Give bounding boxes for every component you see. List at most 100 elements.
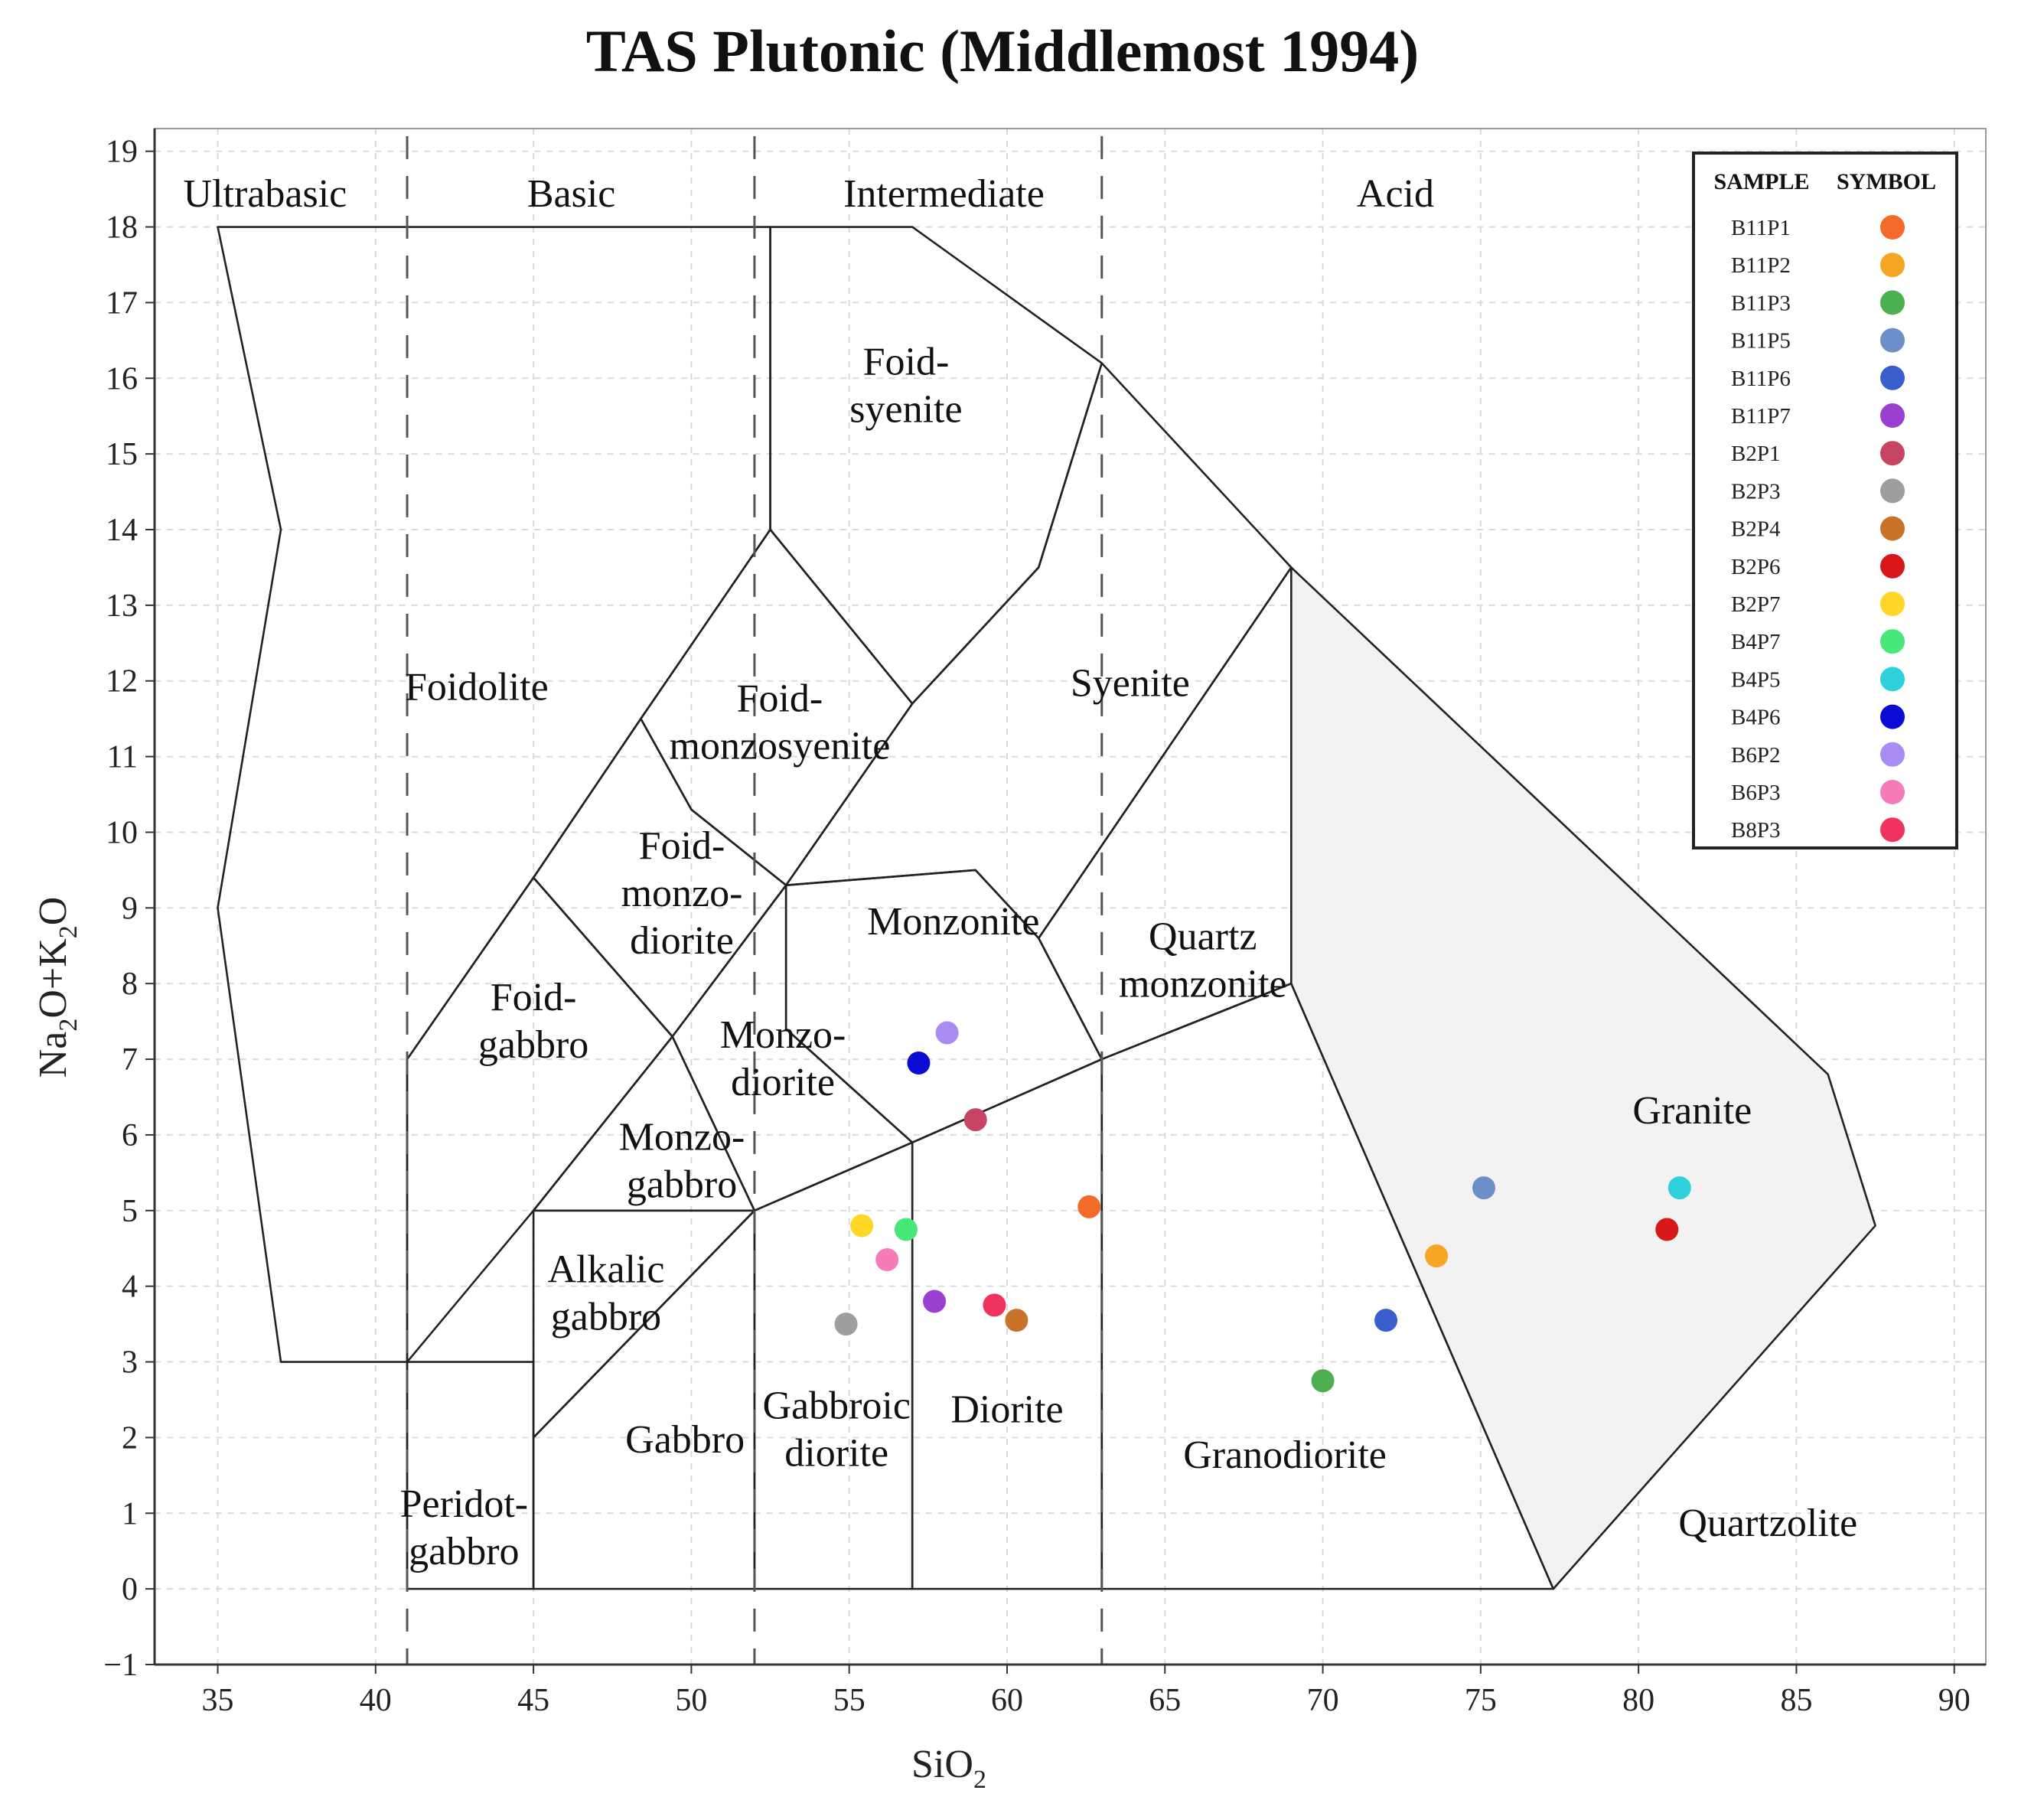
legend-marker bbox=[1880, 328, 1905, 353]
region-label-line: Gabbroic bbox=[762, 1384, 910, 1428]
region-label: Monzonite bbox=[867, 900, 1039, 944]
legend-header-sample: SAMPLE bbox=[1713, 169, 1809, 194]
point-b11p6 bbox=[1374, 1309, 1398, 1332]
y-tick-label: 13 bbox=[106, 589, 138, 624]
region-label: Foid-monzosyenite bbox=[670, 677, 891, 768]
legend-label: B11P2 bbox=[1731, 253, 1791, 278]
x-tick-label: 45 bbox=[517, 1683, 549, 1718]
region-label-line: Gabbro bbox=[625, 1418, 745, 1462]
region-label: Quartzolite bbox=[1678, 1502, 1857, 1545]
legend-label: B11P7 bbox=[1731, 404, 1791, 429]
x-axis-label-main: SiO bbox=[911, 1743, 973, 1786]
region-label-line: Foid- bbox=[639, 824, 725, 868]
legend-marker bbox=[1880, 667, 1905, 692]
y-tick-label: 4 bbox=[122, 1270, 138, 1305]
legend-label: B2P3 bbox=[1731, 479, 1780, 504]
point-b2p1 bbox=[963, 1108, 987, 1132]
field-gabbroic-diorite bbox=[753, 1141, 914, 1590]
point-b6p2 bbox=[935, 1021, 959, 1045]
region-label: Syenite bbox=[1071, 662, 1190, 706]
region-label: Quartz monzonite bbox=[1119, 915, 1287, 1006]
legend-marker bbox=[1880, 742, 1905, 767]
point-b2p6 bbox=[1655, 1218, 1679, 1241]
point-b4p6 bbox=[907, 1052, 931, 1075]
region-label-line: Diorite bbox=[950, 1388, 1063, 1432]
data-points bbox=[834, 1021, 1691, 1393]
y-tick-label: 18 bbox=[106, 210, 138, 246]
region-label-line: Quartzolite bbox=[1678, 1502, 1857, 1545]
region-label-line: diorite bbox=[630, 919, 734, 963]
region-label-line: monzosyenite bbox=[670, 724, 891, 768]
legend-label: B2P6 bbox=[1731, 555, 1780, 579]
region-label: Gabbroic diorite bbox=[762, 1384, 910, 1476]
region-label: Foidolite bbox=[405, 665, 549, 709]
point-b2p4 bbox=[1005, 1309, 1029, 1332]
region-label: Diorite bbox=[950, 1388, 1063, 1432]
x-tick-label: 40 bbox=[360, 1683, 392, 1718]
legend-label: B2P1 bbox=[1731, 442, 1780, 466]
point-b11p5 bbox=[1472, 1176, 1495, 1200]
axes: 35 40 45 50 55 60 65 70 75 80 85 90−101234567891011… bbox=[31, 129, 1986, 1794]
point-b11p7 bbox=[923, 1290, 947, 1313]
y-tick-label: 7 bbox=[122, 1042, 138, 1078]
y-axis-label-part: Na bbox=[31, 1032, 75, 1078]
region-label-line: gabbro bbox=[409, 1530, 519, 1573]
x-tick-label: 65 bbox=[1149, 1683, 1181, 1718]
legend-marker bbox=[1880, 365, 1905, 390]
category-label: Acid bbox=[1357, 172, 1434, 216]
point-b11p2 bbox=[1425, 1244, 1449, 1268]
region-label: Foid-syenite bbox=[849, 340, 962, 431]
region-label-line: Granodiorite bbox=[1183, 1433, 1387, 1477]
category-label: Intermediate bbox=[843, 172, 1045, 216]
x-axis-label: SiO2 bbox=[911, 1743, 986, 1794]
region-label: Foid-gabbro bbox=[478, 976, 588, 1067]
category-separators bbox=[406, 135, 1103, 1665]
legend-marker bbox=[1880, 704, 1905, 729]
legend-items: B11P1 B11P2 B11P3 B11P5 B11P6 B11P7 B2P1 B2P3 B2… bbox=[1731, 215, 1905, 843]
x-tick-label: 75 bbox=[1465, 1683, 1497, 1718]
legend-marker bbox=[1880, 441, 1905, 466]
y-tick-label: 9 bbox=[122, 891, 138, 926]
point-b4p5 bbox=[1667, 1176, 1691, 1200]
y-tick-label: 8 bbox=[122, 967, 138, 1002]
region-label-line: Monzo- bbox=[720, 1013, 846, 1057]
region-label-line: Granite bbox=[1632, 1089, 1752, 1133]
x-tick-label: 90 bbox=[1938, 1683, 1971, 1718]
y-tick-label: 2 bbox=[122, 1420, 138, 1456]
region-label-line: gabbro bbox=[478, 1023, 588, 1067]
y-tick-label: 5 bbox=[122, 1194, 138, 1229]
legend: SAMPLE SYMBOL B11P1B11P2B11P3B11P5B11P6B… bbox=[1692, 152, 1958, 849]
x-axis-label-subscript: 2 bbox=[973, 1766, 986, 1794]
legend-label: B11P3 bbox=[1731, 291, 1791, 315]
region-label: Granodiorite bbox=[1183, 1433, 1387, 1477]
point-b11p1 bbox=[1077, 1195, 1101, 1218]
legend-marker bbox=[1880, 553, 1905, 579]
region-label-line: Foid- bbox=[491, 976, 577, 1019]
field-syenite bbox=[784, 362, 1293, 940]
region-label-line: Syenite bbox=[1071, 662, 1190, 706]
x-tick-label: 85 bbox=[1780, 1683, 1812, 1718]
legend-marker bbox=[1880, 253, 1905, 278]
legend-label: B8P3 bbox=[1731, 818, 1780, 843]
y-axis-label-part: O+K bbox=[31, 938, 75, 1019]
region-labels: Ultrabasic Basic Intermediate Acid Foidolite… bbox=[184, 172, 1858, 1573]
legend-label: B2P4 bbox=[1731, 517, 1781, 542]
category-label: Basic bbox=[527, 172, 616, 216]
region-label-line: diorite bbox=[784, 1432, 888, 1476]
y-tick-label: 11 bbox=[107, 740, 138, 775]
y-tick-label: 10 bbox=[106, 815, 138, 850]
legend-marker bbox=[1880, 478, 1905, 504]
region-label: Alkalic gabbro bbox=[547, 1248, 664, 1339]
region-label-line: monzonite bbox=[1119, 963, 1287, 1006]
legend-marker bbox=[1880, 215, 1905, 240]
y-tick-label: 19 bbox=[106, 135, 138, 170]
region-label-line: Quartz bbox=[1149, 915, 1257, 959]
region-label: Monzo-diorite bbox=[720, 1013, 846, 1104]
region-label: Granite bbox=[1632, 1089, 1752, 1133]
x-tick-label: 55 bbox=[833, 1683, 866, 1718]
legend-label: B11P5 bbox=[1731, 329, 1791, 354]
y-tick-label: 14 bbox=[106, 513, 138, 548]
legend-marker bbox=[1880, 592, 1905, 616]
point-b2p7 bbox=[850, 1214, 874, 1238]
